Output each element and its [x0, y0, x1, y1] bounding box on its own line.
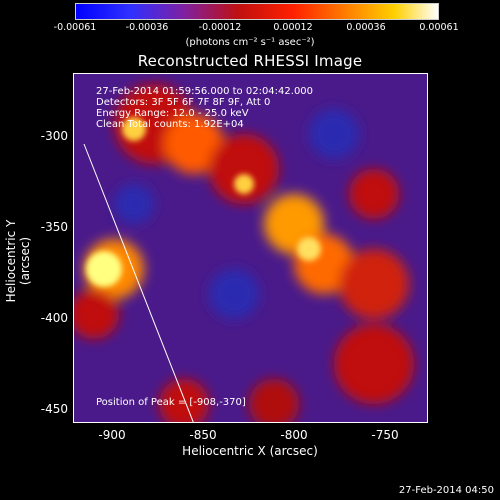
- y-tick: -350: [40, 220, 68, 234]
- detectors: Detectors: 3F 5F 6F 7F 8F 9F, Att 0: [96, 97, 271, 108]
- colorbar: [75, 3, 439, 20]
- x-tick: -900: [98, 428, 126, 442]
- colorbar-tick: 0.00061: [419, 22, 459, 33]
- y-tick: -450: [40, 402, 68, 416]
- image-panel: 27-Feb-2014 01:59:56.000 to 02:04:42.000…: [73, 73, 428, 423]
- y-tick: -400: [40, 311, 68, 325]
- colorbar-tick: -0.00036: [125, 22, 169, 33]
- y-axis-label: Heliocentric Y (arcsec): [4, 219, 32, 303]
- plot-title: Reconstructed RHESSI Image: [137, 52, 363, 70]
- colorbar-tick: -0.00061: [53, 22, 97, 33]
- timestamp: 27-Feb-2014 04:50: [398, 485, 494, 496]
- colorbar-units: (photons cm⁻² s⁻¹ asec⁻²): [185, 37, 315, 48]
- energy-range: Energy Range: 12.0 - 25.0 keV: [96, 108, 249, 119]
- x-tick: -800: [280, 428, 308, 442]
- clean-counts: Clean Total counts: 1.92E+04: [96, 119, 244, 130]
- x-axis-label: Heliocentric X (arcsec): [182, 444, 318, 458]
- solar-image: [74, 74, 427, 422]
- colorbar-tick: 0.00012: [273, 22, 313, 33]
- time-range: 27-Feb-2014 01:59:56.000 to 02:04:42.000: [96, 86, 314, 97]
- peak-position: Position of Peak = [-908,-370]: [96, 397, 246, 408]
- colorbar-tick: 0.00036: [346, 22, 386, 33]
- x-tick: -750: [371, 428, 399, 442]
- colorbar-tick: -0.00012: [198, 22, 242, 33]
- y-tick: -300: [40, 129, 68, 143]
- x-tick: -850: [189, 428, 217, 442]
